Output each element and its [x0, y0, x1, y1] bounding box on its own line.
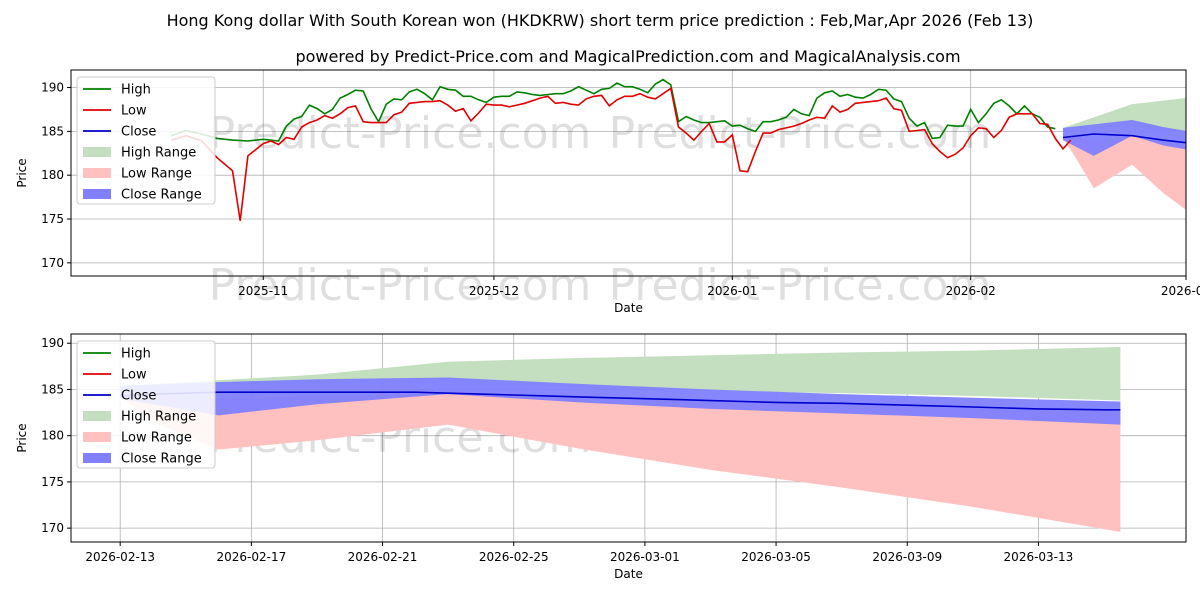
close-line	[1062, 133, 1186, 144]
legend-close-range-swatch	[83, 453, 111, 463]
legend: High Low Close High Range Low Range Close Ran…	[76, 340, 216, 469]
chart-title: Hong Kong dollar With South Korean won (…	[167, 11, 1034, 30]
y-tick-label: 175	[41, 475, 64, 489]
legend-close-range-swatch	[83, 189, 111, 199]
x-axis-label: Date	[614, 567, 643, 581]
high-line	[170, 78, 1056, 142]
close-range-band	[120, 377, 1121, 425]
legend: High Low Close High Range Low Range Close Ran…	[76, 76, 216, 205]
watermark-text: Predict-Price.com	[209, 108, 592, 159]
watermark-text: Predict-Price.com	[609, 260, 992, 311]
low-line	[170, 87, 1072, 221]
x-axis-label: Date	[614, 301, 643, 315]
legend-high-range-swatch	[83, 147, 111, 157]
legend-low-range-label: Low Range	[121, 167, 192, 182]
x-tick-label: 2026-03	[1161, 284, 1200, 298]
close-line	[120, 391, 1121, 411]
legend-high-label: High	[121, 347, 151, 362]
plot-area	[170, 78, 1186, 221]
legend-low-range-swatch	[83, 432, 111, 442]
y-tick-label: 185	[41, 382, 64, 396]
x-tick-label: 2026-03-13	[1004, 550, 1074, 564]
chart-subtitle: powered by Predict-Price.com and Magical…	[295, 47, 960, 66]
x-tick-label: 2026-03-01	[610, 550, 680, 564]
y-tick-label: 190	[41, 336, 64, 350]
legend-low-label: Low	[121, 368, 147, 383]
legend-close-range-label: Close Range	[121, 452, 202, 467]
watermark-text: Predict-Price.com	[609, 108, 992, 159]
axes-frame	[70, 333, 1187, 543]
legend-high-label: High	[121, 83, 151, 98]
legend-high-range-label: High Range	[121, 146, 196, 161]
x-tick-label: 2026-02-17	[216, 550, 286, 564]
legend-close-label: Close	[121, 125, 156, 140]
legend-low-range-label: Low Range	[121, 431, 192, 446]
legend-close-range-label: Close Range	[121, 188, 202, 203]
high-range-band	[120, 346, 1121, 401]
legend-low-range-swatch	[83, 168, 111, 178]
axes-frame	[70, 69, 1187, 277]
x-tick-label: 2026-03-09	[872, 550, 942, 564]
legend-close-label: Close	[121, 389, 156, 404]
legend-high-range-swatch	[83, 411, 111, 421]
x-tick-label: 2025-11	[238, 284, 288, 298]
watermark: Predict-Price.com Predict-Price.com Predic…	[209, 108, 992, 311]
x-tick-label: 2026-02	[946, 284, 996, 298]
plot-area	[120, 346, 1121, 532]
legend-high-range-label: High Range	[121, 410, 196, 425]
legend-box	[76, 340, 216, 469]
low-range-band	[120, 394, 1121, 532]
close-range-band	[1062, 119, 1186, 156]
y-axis-label: Price	[15, 158, 29, 187]
x-tick-label: 2026-02-25	[479, 550, 549, 564]
x-tick-label: 2026-01	[707, 284, 757, 298]
y-tick-label: 185	[41, 124, 64, 138]
y-tick-label: 170	[41, 256, 64, 270]
x-tick-label: 2026-03-05	[741, 550, 811, 564]
y-tick-label: 180	[41, 168, 64, 182]
x-tick-label: 2026-02-21	[348, 550, 418, 564]
panel-1: Predict-Price.com Predict-Price.com Predic…	[15, 69, 1200, 315]
y-tick-label: 190	[41, 81, 64, 95]
y-tick-label: 170	[41, 521, 64, 535]
low-range-band	[1062, 135, 1186, 210]
watermark-text: Predict-Price.com	[209, 260, 592, 311]
y-tick-label: 180	[41, 429, 64, 443]
x-tick-label: 2025-12	[469, 284, 519, 298]
legend-box	[76, 76, 216, 205]
panel-2: Predict-Price.comPredict-Price.com170175…	[15, 333, 1187, 581]
legend-low-label: Low	[121, 104, 147, 119]
y-axis-label: Price	[15, 423, 29, 452]
y-tick-label: 175	[41, 212, 64, 226]
x-tick-label: 2026-02-13	[85, 550, 155, 564]
